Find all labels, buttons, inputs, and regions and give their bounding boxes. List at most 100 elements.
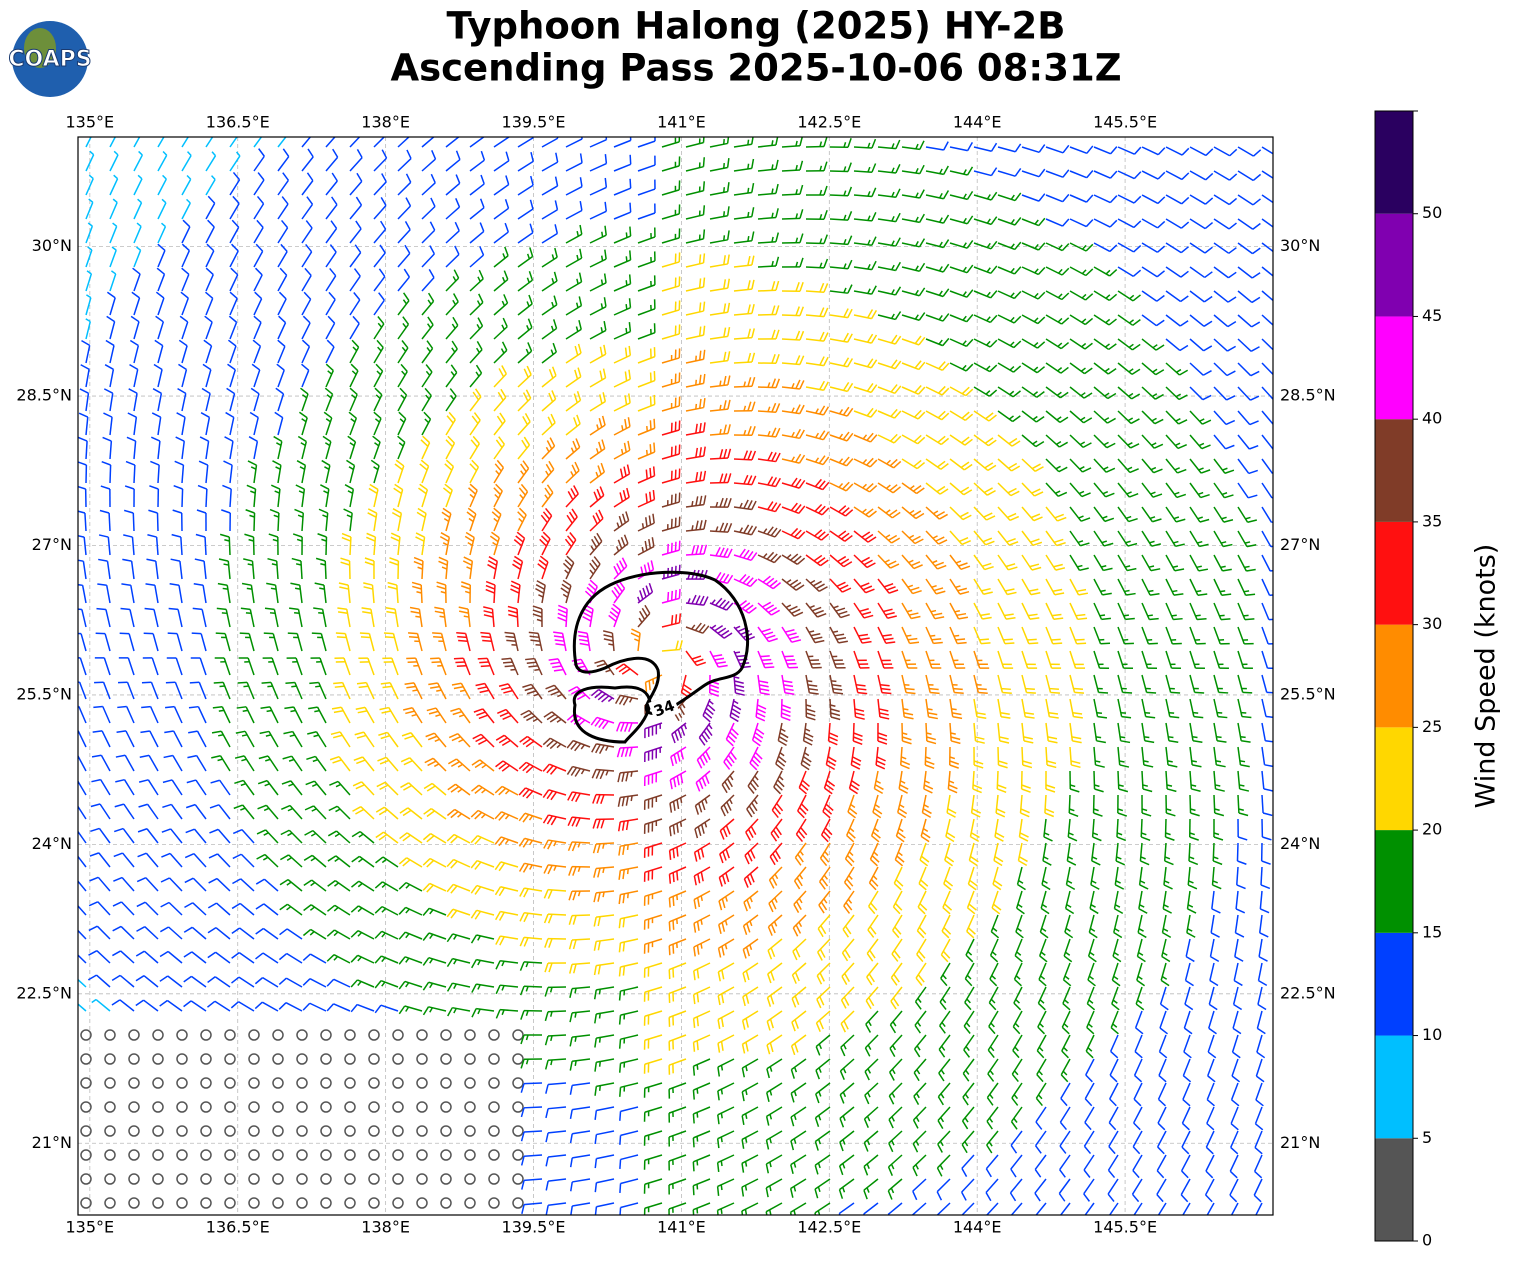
barb-flag (1275, 372, 1284, 376)
wind-barb (758, 428, 780, 437)
barb-flag (599, 510, 603, 519)
barb-staff (278, 346, 285, 363)
barb-staff (151, 682, 158, 699)
barb-half (1151, 468, 1156, 470)
barb-flag (937, 566, 946, 569)
barb-staff (158, 441, 160, 459)
barb-half (290, 711, 295, 712)
barb-staff (278, 513, 279, 531)
barb-flag (956, 639, 965, 640)
barb-staff (638, 309, 655, 315)
barb-half (538, 595, 543, 597)
barb-flag (902, 741, 911, 744)
barb-half (267, 710, 272, 711)
barb-staff (1070, 699, 1073, 717)
barb-flag (782, 709, 791, 712)
barb-flag (919, 263, 924, 271)
barb-flag (74, 560, 83, 562)
wind-barb (312, 633, 326, 651)
barb-staff (226, 609, 230, 627)
wind-barb (590, 345, 606, 363)
wind-barb (950, 387, 973, 396)
wind-barb (1070, 627, 1086, 644)
wind-barb (734, 402, 755, 411)
barb-flag (147, 535, 156, 537)
wind-barb (686, 623, 709, 633)
barb-flag (602, 440, 605, 449)
wind-barb (156, 316, 164, 339)
barb-staff (1214, 507, 1224, 522)
barb-half (987, 292, 990, 296)
barb-flag (1248, 520, 1257, 522)
barb-flag (967, 265, 973, 273)
barb-staff (734, 241, 752, 243)
wind-barb (662, 493, 680, 507)
wind-barb (446, 270, 459, 291)
barb-flag (459, 607, 468, 609)
barb-staff (974, 699, 977, 717)
wind-barb (1094, 555, 1113, 570)
wind-barb (522, 684, 542, 699)
barb-half (1220, 591, 1225, 592)
wind-barb (229, 316, 236, 339)
wind-barb (638, 227, 655, 243)
barb-staff (950, 531, 962, 544)
wind-barb (616, 664, 638, 675)
wind-barb (950, 411, 973, 420)
barb-flag (219, 559, 228, 561)
barb-flag (579, 640, 588, 642)
barb-staff (249, 634, 254, 651)
wind-barb (878, 699, 889, 719)
wind-barb (224, 461, 233, 483)
wind-barb (734, 207, 754, 219)
barb-half (442, 567, 447, 569)
barb-flag (640, 611, 645, 619)
barb-staff (518, 138, 533, 147)
barb-flag (429, 293, 434, 301)
barb-staff (566, 211, 582, 219)
barb-flag (1109, 344, 1117, 350)
barb-half (428, 324, 431, 328)
barb-staff (566, 234, 582, 243)
wind-barb (518, 224, 533, 243)
barb-staff (470, 279, 483, 291)
barb-flag (361, 637, 370, 638)
wind-barb (950, 699, 962, 718)
barb-flag (769, 639, 778, 642)
barb-staff (998, 699, 1001, 717)
wind-barb (1022, 483, 1043, 496)
barb-flag (1156, 345, 1164, 350)
barb-flag (1201, 470, 1210, 473)
barb-half (501, 349, 503, 354)
barb-flag (878, 733, 887, 736)
wind-barb (386, 608, 398, 627)
barb-staff (1262, 651, 1267, 668)
barb-flag (1075, 692, 1084, 693)
wind-barb (294, 509, 303, 531)
wind-barb (145, 609, 158, 627)
wind-barb (614, 298, 630, 315)
barb-staff (1118, 555, 1127, 571)
barb-flag (1086, 294, 1093, 300)
barb-staff (398, 230, 410, 243)
barb-flag (451, 365, 456, 373)
barb-flag (896, 164, 900, 173)
barb-flag (986, 541, 995, 544)
barb-half (401, 395, 405, 399)
barb-half (1244, 591, 1249, 592)
wind-barb (1238, 651, 1253, 668)
barb-flag (757, 709, 766, 713)
wind-barb (470, 460, 478, 483)
barb-flag (796, 454, 801, 462)
barb-flag (481, 199, 484, 208)
wind-barb (110, 247, 116, 267)
wind-barb (412, 582, 422, 603)
barb-flag (1073, 717, 1082, 718)
wind-barb (710, 279, 729, 291)
barb-half (243, 710, 248, 711)
barb-flag (279, 292, 286, 299)
wind-barb (902, 214, 924, 222)
barb-staff (494, 397, 506, 411)
wind-barb (110, 175, 118, 195)
barb-staff (1214, 675, 1219, 692)
